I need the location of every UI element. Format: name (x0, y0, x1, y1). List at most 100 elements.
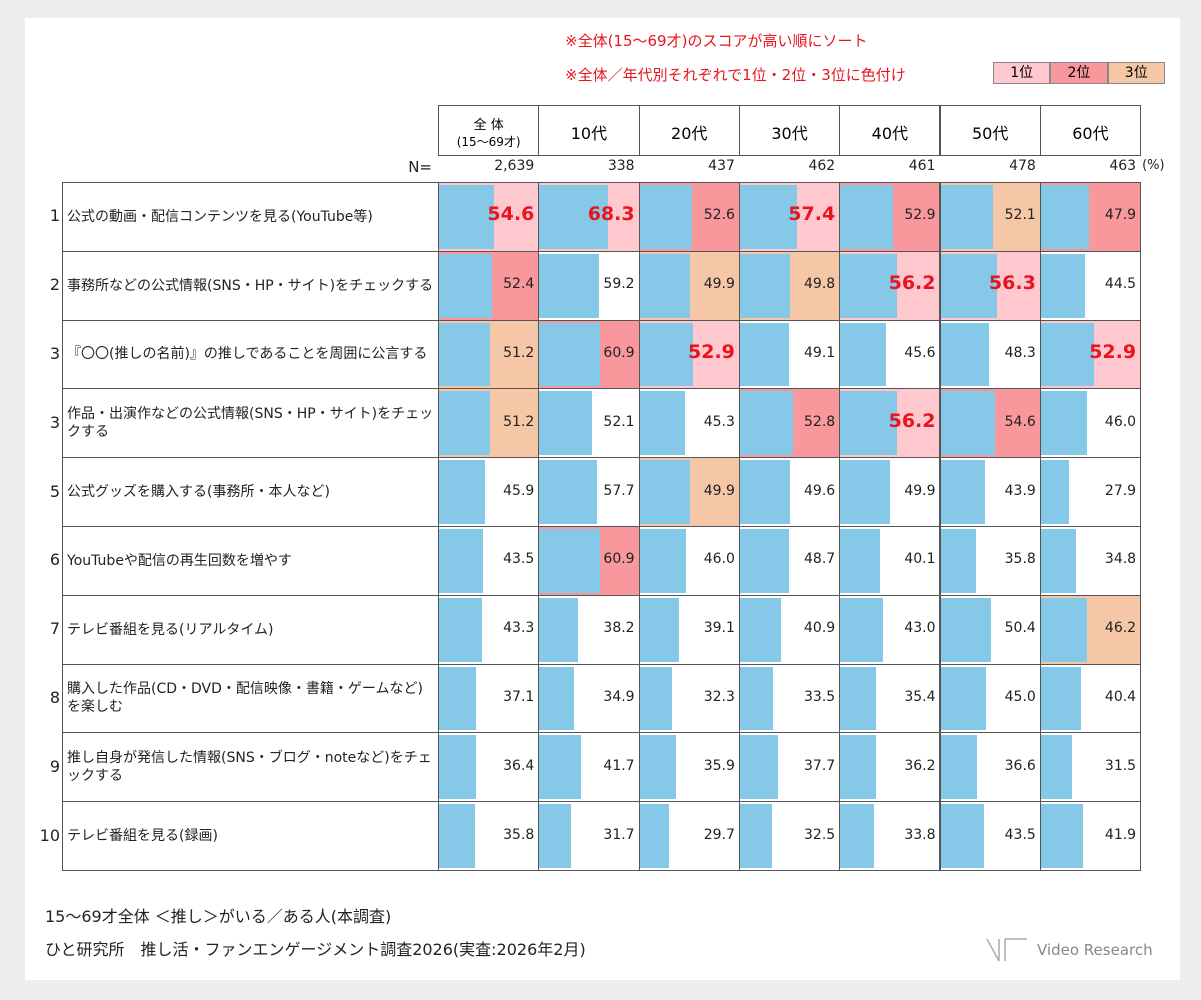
value-label: 35.9 (703, 757, 735, 774)
column-header: 60代 (1039, 105, 1142, 156)
bar (739, 460, 790, 524)
bar (739, 185, 798, 249)
bar (840, 185, 894, 249)
value-label: 49.8 (804, 276, 836, 293)
value-label: 34.8 (1104, 551, 1137, 568)
legend-item: 3位 (1107, 62, 1165, 84)
bar (1040, 460, 1069, 524)
logo-text: Video Research (1037, 941, 1153, 959)
bar (439, 804, 475, 868)
bar (1040, 391, 1087, 456)
bar (1040, 597, 1088, 662)
value-label: 49.9 (703, 482, 735, 499)
value-label: 51.2 (503, 413, 535, 430)
value-label: 45.0 (1004, 689, 1036, 705)
bar (739, 666, 774, 731)
value-label: 35.4 (904, 689, 936, 705)
value-label: 52.4 (503, 276, 535, 293)
logo-area: Video Research (985, 935, 1165, 965)
rank-number: 3 (49, 344, 60, 363)
bar (639, 253, 690, 318)
value-label: 35.8 (503, 826, 535, 843)
value-label: 48.7 (804, 551, 836, 568)
row-label: テレビ番組を見る(リアルタイム) (62, 594, 439, 665)
logo-mark (986, 938, 1027, 962)
value-label: 36.6 (1004, 757, 1036, 774)
bar (940, 322, 989, 387)
value-label: 46.2 (1104, 620, 1137, 637)
value-label: 41.9 (1104, 826, 1137, 843)
row-label: YouTubeや配信の再生回数を増やす (62, 526, 439, 596)
value-label: 29.7 (703, 826, 735, 843)
value-label: 49.6 (804, 482, 836, 499)
rank-number: 8 (49, 688, 60, 707)
value-label: 33.8 (904, 826, 936, 843)
bar (639, 185, 693, 249)
bar (439, 529, 483, 593)
value-label: 34.9 (603, 689, 635, 705)
value-label: 43.0 (904, 620, 936, 637)
value-label: 36.2 (904, 757, 936, 774)
bar (840, 529, 881, 593)
bar (539, 666, 575, 731)
bar (739, 529, 789, 593)
rank-number: 1 (49, 206, 60, 226)
value-label: 31.5 (1104, 757, 1137, 774)
column-label: 40代 (871, 124, 909, 143)
value-label: 52.9 (904, 207, 936, 224)
value-label: 37.7 (804, 757, 836, 774)
rank-number: 10 (39, 825, 60, 845)
row-label: 『〇〇(推しの名前)』の推しであることを周囲に公言する (62, 319, 439, 390)
bar (940, 735, 978, 800)
bar (840, 253, 897, 318)
bar (840, 666, 876, 731)
value-label: 48.3 (1004, 345, 1036, 361)
column-header: 30代 (738, 105, 841, 156)
bar (639, 460, 690, 524)
legend-item: 1位 (993, 62, 1051, 84)
bar (1040, 735, 1073, 800)
bar (439, 253, 492, 318)
column-header: 50代 (939, 105, 1041, 156)
bar (1040, 666, 1082, 731)
value-label: 60.9 (603, 551, 635, 568)
value-label: 54.6 (487, 203, 535, 226)
bar (840, 597, 884, 662)
rank-number: 3 (49, 412, 60, 432)
value-label: 43.5 (503, 551, 535, 568)
footer-text: 15～69才全体 ＜推し＞がいる／ある人(本調査) (45, 907, 392, 926)
value-label: 35.8 (1004, 551, 1036, 568)
value-label: 38.2 (603, 620, 635, 637)
bar (639, 529, 686, 593)
bar (940, 804, 985, 868)
n-value: 2,639 (494, 158, 535, 174)
bar (539, 529, 601, 593)
value-label: 44.5 (1104, 276, 1137, 293)
value-label: 33.5 (804, 689, 836, 705)
bar (739, 597, 781, 662)
bar (940, 391, 996, 456)
value-label: 56.3 (988, 272, 1036, 295)
value-label: 49.9 (904, 482, 936, 499)
bar (739, 804, 773, 868)
column-label: 20代 (671, 124, 708, 143)
row-label: 購入した作品(CD・DVD・配信映像・書籍・ゲームなど)を楽しむ (62, 663, 439, 734)
n-value: 478 (1009, 158, 1036, 174)
row-label: 作品・出演作などの公式情報(SNS・HP・サイト)をチェックする (62, 388, 439, 459)
value-label: 56.2 (888, 409, 936, 432)
value-label: 43.3 (503, 620, 535, 637)
rank-number: 2 (49, 275, 60, 295)
value-label: 32.5 (804, 826, 836, 843)
value-label: 43.9 (1004, 482, 1036, 499)
bar (639, 804, 670, 868)
column-label: 10代 (570, 124, 608, 143)
value-label: 51.2 (503, 345, 535, 361)
value-label: 31.7 (603, 826, 635, 843)
value-label: 52.1 (1004, 207, 1036, 224)
bar (539, 804, 572, 868)
bar (840, 322, 886, 387)
column-sub: (15～69才) (456, 135, 521, 149)
bar (840, 735, 877, 800)
value-label: 60.9 (603, 345, 635, 361)
value-label: 49.1 (804, 345, 836, 361)
